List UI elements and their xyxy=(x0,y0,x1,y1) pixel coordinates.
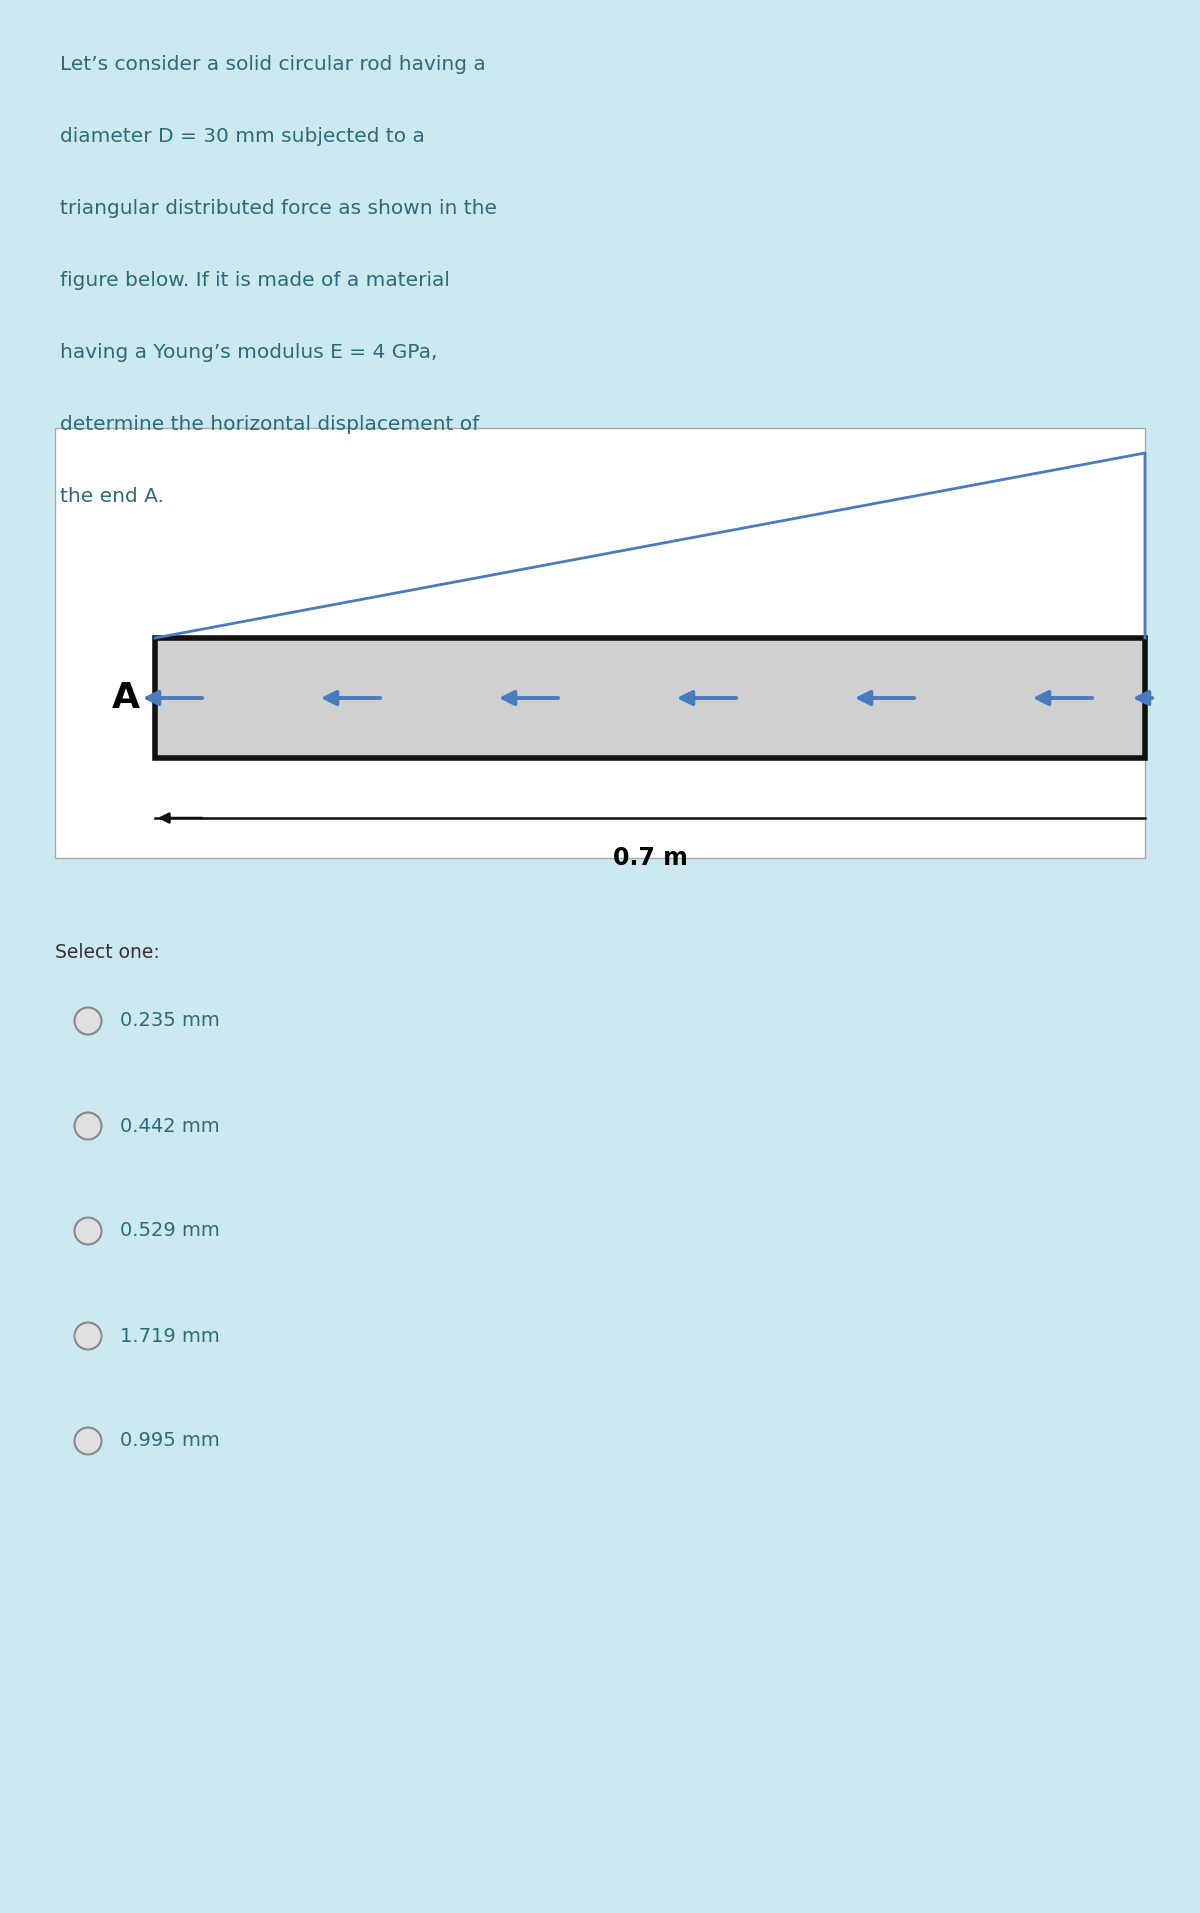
Text: the end A.: the end A. xyxy=(60,488,164,507)
Circle shape xyxy=(74,1113,102,1140)
FancyBboxPatch shape xyxy=(155,639,1145,758)
Text: Select one:: Select one: xyxy=(55,943,160,962)
Text: 1.719 mm: 1.719 mm xyxy=(120,1326,220,1345)
Text: diameter D = 30 mm subjected to a: diameter D = 30 mm subjected to a xyxy=(60,126,425,145)
Circle shape xyxy=(74,1322,102,1349)
Text: 0.442 mm: 0.442 mm xyxy=(120,1117,220,1136)
Text: 0.529 mm: 0.529 mm xyxy=(120,1222,220,1240)
Text: A: A xyxy=(112,681,140,715)
Text: having a Young’s modulus E = 4 GPa,: having a Young’s modulus E = 4 GPa, xyxy=(60,342,438,362)
FancyBboxPatch shape xyxy=(0,888,1200,1913)
Text: 0.995 mm: 0.995 mm xyxy=(120,1431,220,1450)
Text: determine the horizontal displacement of: determine the horizontal displacement of xyxy=(60,415,479,434)
Text: Let’s consider a solid circular rod having a: Let’s consider a solid circular rod havi… xyxy=(60,55,486,75)
Text: figure below. If it is made of a material: figure below. If it is made of a materia… xyxy=(60,272,450,291)
Circle shape xyxy=(74,1427,102,1454)
Text: triangular distributed force as shown in the: triangular distributed force as shown in… xyxy=(60,199,497,218)
FancyBboxPatch shape xyxy=(55,429,1145,859)
Circle shape xyxy=(74,1008,102,1035)
Text: 0.7 m: 0.7 m xyxy=(612,846,688,870)
Circle shape xyxy=(74,1217,102,1245)
Text: 0.235 mm: 0.235 mm xyxy=(120,1012,220,1031)
